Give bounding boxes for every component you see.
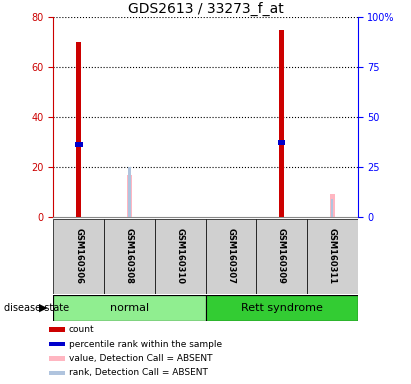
Bar [307,219,358,294]
Text: GSM160307: GSM160307 [226,228,236,284]
Text: normal: normal [110,303,149,313]
Bar [53,295,206,321]
Bar [75,142,83,147]
Text: GSM160308: GSM160308 [125,228,134,284]
Bar [206,219,256,294]
Bar [155,219,206,294]
Title: GDS2613 / 33273_f_at: GDS2613 / 33273_f_at [128,2,283,16]
Bar [49,356,65,361]
Text: GSM160306: GSM160306 [74,228,83,284]
Bar [256,219,307,294]
Text: count: count [69,325,95,334]
Text: GSM160311: GSM160311 [328,228,337,285]
Bar [330,195,335,217]
Text: GSM160310: GSM160310 [175,228,185,284]
Bar [331,200,333,217]
Bar [76,42,81,217]
Bar [104,219,155,294]
Bar [49,371,65,375]
Bar [279,30,284,217]
Text: ▶: ▶ [39,303,48,313]
Text: Rett syndrome: Rett syndrome [240,303,323,313]
Bar [49,342,65,346]
Bar [128,167,131,217]
Bar [206,295,358,321]
Bar [278,140,285,145]
Text: percentile rank within the sample: percentile rank within the sample [69,340,222,349]
Text: GSM160309: GSM160309 [277,228,286,284]
Bar [127,175,132,217]
Bar [53,219,104,294]
Text: rank, Detection Call = ABSENT: rank, Detection Call = ABSENT [69,369,208,377]
Text: disease state: disease state [4,303,69,313]
Text: value, Detection Call = ABSENT: value, Detection Call = ABSENT [69,354,212,363]
Bar [49,328,65,332]
